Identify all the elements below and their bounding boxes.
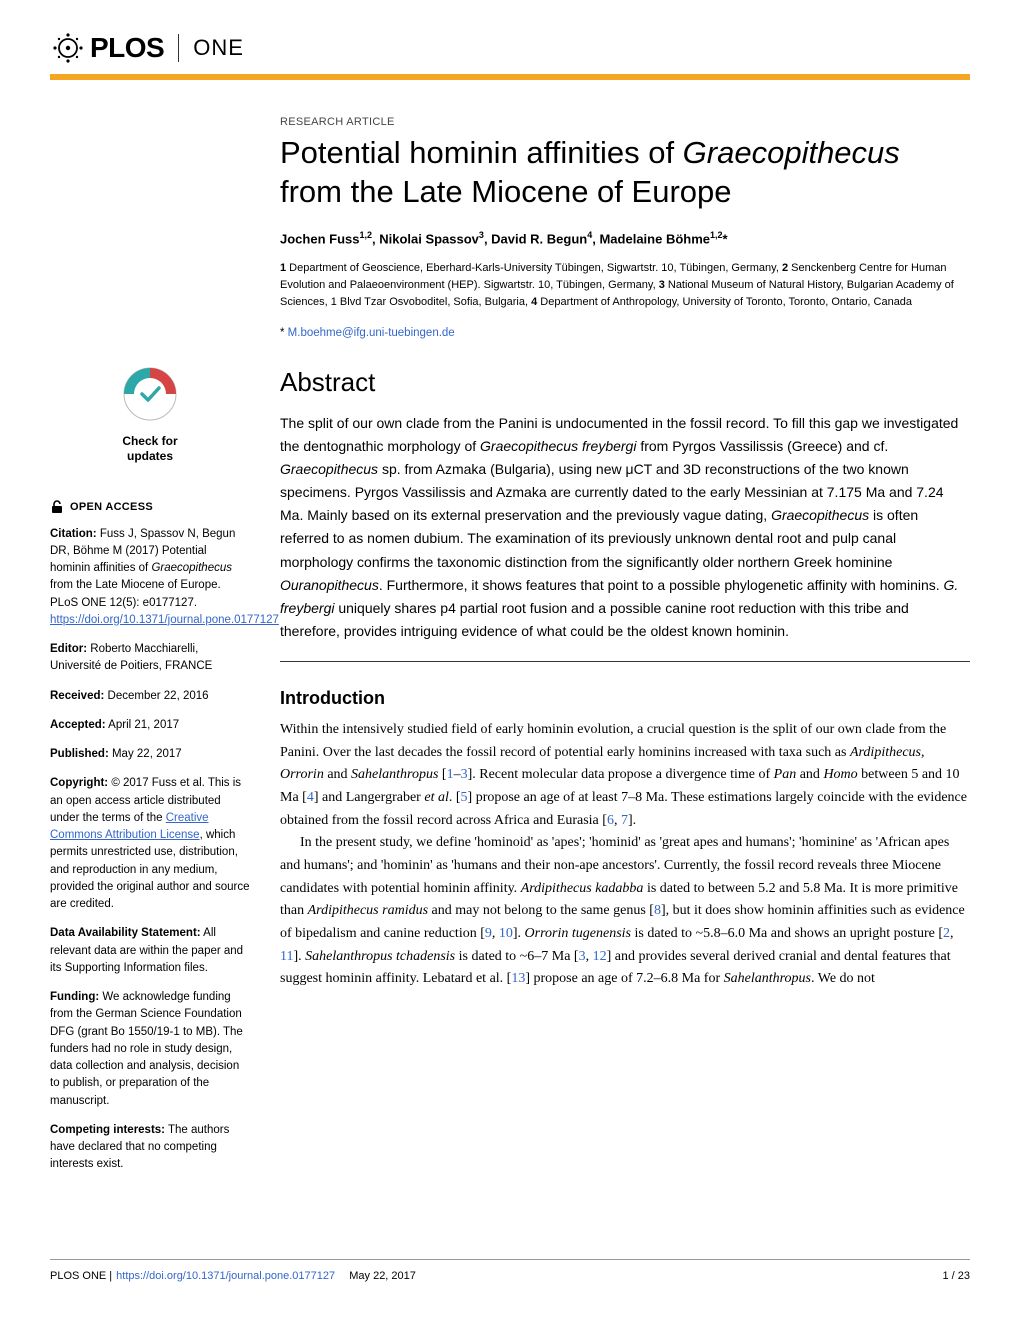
accent-bar xyxy=(50,74,970,80)
plos-icon xyxy=(50,30,86,66)
ref-link[interactable]: 10 xyxy=(499,926,513,941)
ref-link[interactable]: 5 xyxy=(461,790,468,805)
ref-link[interactable]: 12 xyxy=(593,949,607,964)
ref-link[interactable]: 7 xyxy=(621,813,628,828)
accepted-block: Accepted: April 21, 2017 xyxy=(50,717,250,734)
check-updates-label: Check for updates xyxy=(50,434,250,463)
footer-left: PLOS ONE | https://doi.org/10.1371/journ… xyxy=(50,1270,416,1282)
introduction-heading: Introduction xyxy=(280,688,970,709)
open-lock-icon xyxy=(50,500,64,514)
ref-link[interactable]: 1 xyxy=(447,767,454,782)
competing-block: Competing interests: The authors have de… xyxy=(50,1122,250,1174)
copyright-block: Copyright: © 2017 Fuss et al. This is an… xyxy=(50,775,250,913)
main-content: RESEARCH ARTICLE Potential hominin affin… xyxy=(280,116,970,1186)
crossmark-icon xyxy=(122,366,178,422)
authors: Jochen Fuss1,2, Nikolai Spassov3, David … xyxy=(280,230,970,246)
one-text: ONE xyxy=(193,35,244,61)
ref-link[interactable]: 13 xyxy=(511,971,525,986)
ref-link[interactable]: 2 xyxy=(943,926,950,941)
ref-link[interactable]: 9 xyxy=(485,926,492,941)
article-type: RESEARCH ARTICLE xyxy=(280,116,970,128)
section-rule xyxy=(280,661,970,662)
page: PLOS ONE Check for updates xyxy=(0,0,1020,1320)
article-title: Potential hominin affinities of Graecopi… xyxy=(280,134,970,212)
sidebar: Check for updates OPEN ACCESS Citation: … xyxy=(50,116,280,1186)
published-block: Published: May 22, 2017 xyxy=(50,746,250,763)
abstract-heading: Abstract xyxy=(280,367,970,398)
footer: PLOS ONE | https://doi.org/10.1371/journ… xyxy=(50,1259,970,1282)
citation-block: Citation: Fuss J, Spassov N, Begun DR, B… xyxy=(50,526,250,630)
affiliations: 1 Department of Geoscience, Eberhard-Kar… xyxy=(280,260,970,311)
page-number: 1 / 23 xyxy=(942,1270,970,1282)
plos-text: PLOS xyxy=(90,32,164,64)
received-block: Received: December 22, 2016 xyxy=(50,688,250,705)
funding-block: Funding: We acknowledge funding from the… xyxy=(50,989,250,1110)
ref-link[interactable]: 8 xyxy=(654,903,661,918)
plos-logo: PLOS ONE xyxy=(50,30,244,66)
doi-link[interactable]: https://doi.org/10.1371/journal.pone.017… xyxy=(50,614,279,626)
corresponding-email-link[interactable]: M.boehme@ifg.uni-tuebingen.de xyxy=(288,327,455,339)
ref-link[interactable]: 11 xyxy=(280,949,293,964)
corresponding-author: * M.boehme@ifg.uni-tuebingen.de xyxy=(280,327,970,339)
content: Check for updates OPEN ACCESS Citation: … xyxy=(0,116,1020,1186)
data-availability-block: Data Availability Statement: All relevan… xyxy=(50,925,250,977)
introduction-text: Within the intensively studied field of … xyxy=(280,719,970,991)
check-updates-widget[interactable]: Check for updates xyxy=(50,366,250,463)
open-access-text: OPEN ACCESS xyxy=(70,499,153,516)
ref-link[interactable]: 4 xyxy=(307,790,314,805)
ref-link[interactable]: 6 xyxy=(607,813,614,828)
editor-block: Editor: Roberto Macchiarelli, Université… xyxy=(50,641,250,676)
ref-link[interactable]: 3 xyxy=(461,767,468,782)
abstract-text: The split of our own clade from the Pani… xyxy=(280,412,970,643)
footer-doi-link[interactable]: https://doi.org/10.1371/journal.pone.017… xyxy=(116,1270,335,1282)
divider xyxy=(178,34,179,62)
header: PLOS ONE xyxy=(0,0,1020,74)
open-access-badge: OPEN ACCESS xyxy=(50,499,250,516)
ref-link[interactable]: 3 xyxy=(579,949,586,964)
